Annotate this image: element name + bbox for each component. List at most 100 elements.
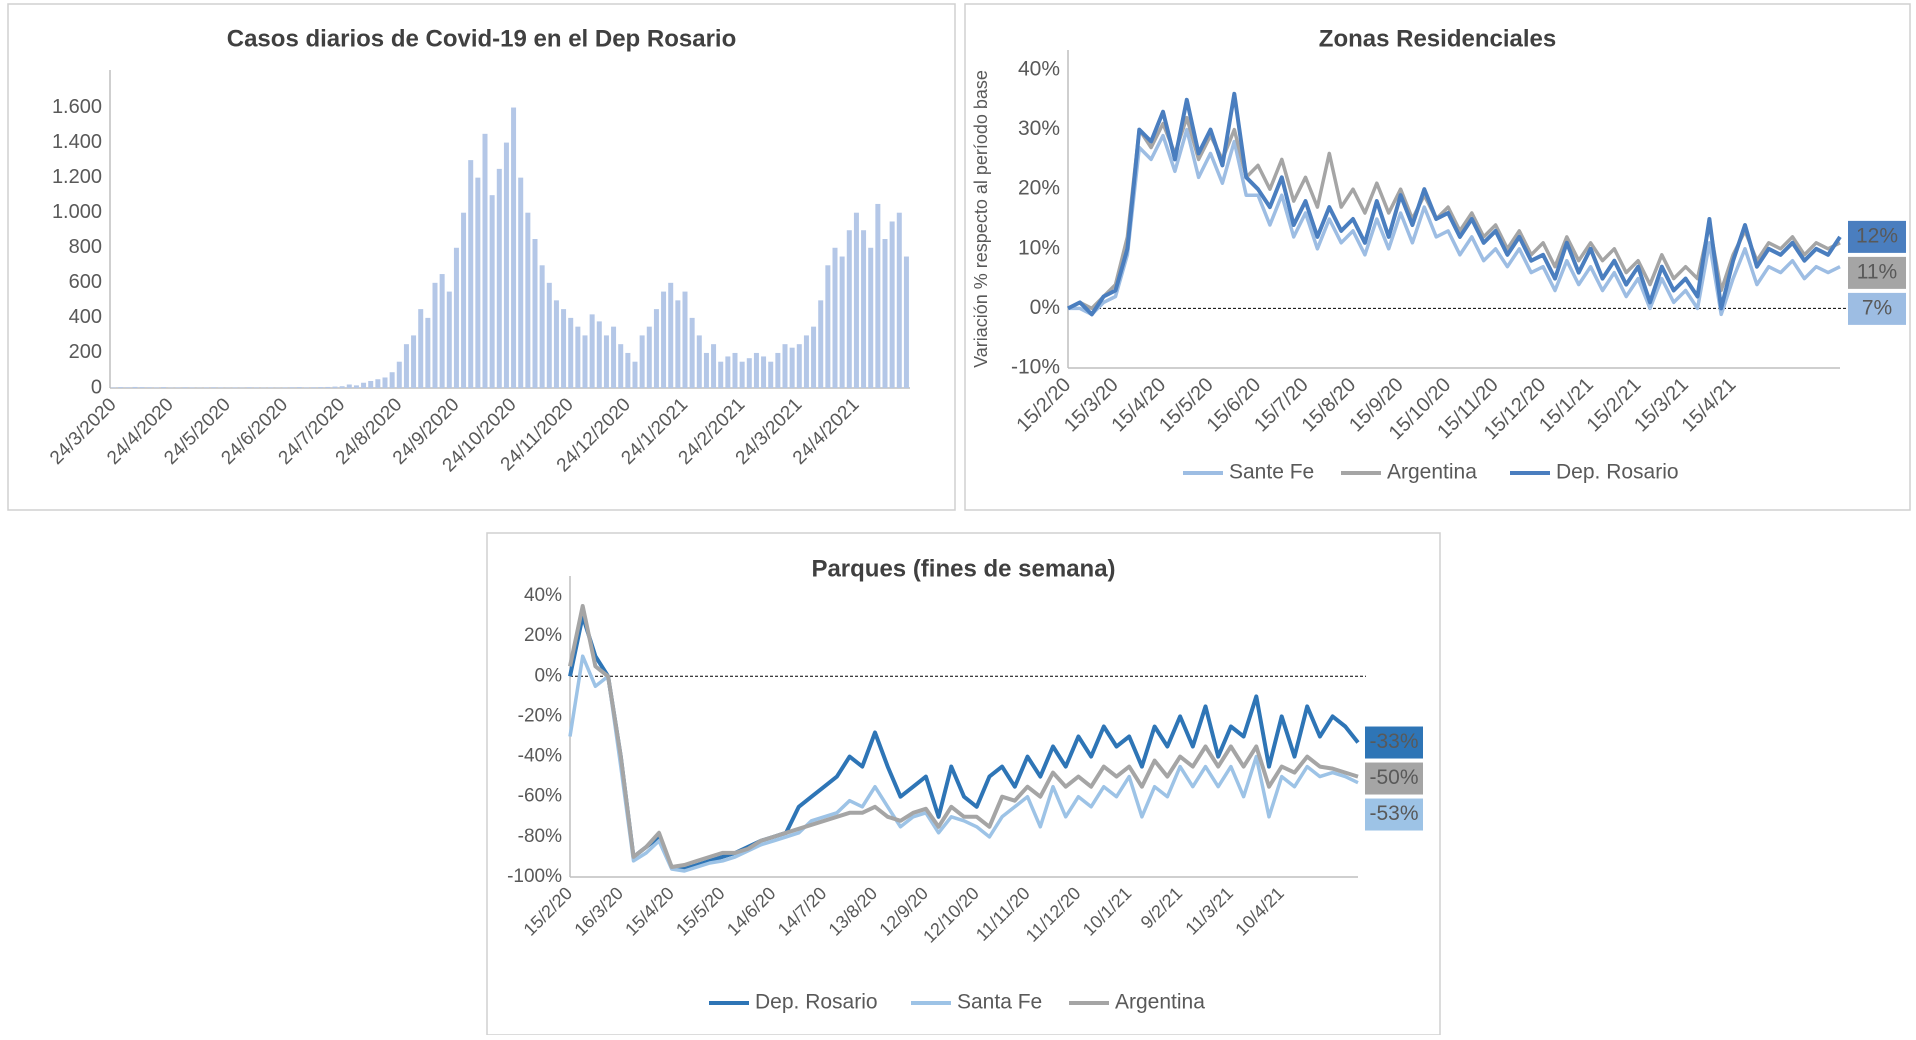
bar (218, 387, 223, 388)
bar (475, 178, 480, 388)
bar (433, 283, 438, 388)
end-label: 12% (1856, 224, 1898, 247)
bar (425, 318, 430, 388)
bar (490, 195, 495, 388)
bar (383, 377, 388, 388)
bar (140, 387, 145, 388)
y-tick-label: 600 (69, 271, 102, 293)
bar (783, 344, 788, 388)
legend-label: Santa Fe (957, 991, 1042, 1014)
bar (440, 274, 445, 388)
chart-title: Parques (fines de semana) (811, 555, 1115, 582)
bar (540, 265, 545, 388)
legend-label: Sante Fe (1229, 461, 1314, 484)
y-tick-label: 40% (524, 585, 562, 606)
bar (211, 387, 216, 388)
bar (883, 239, 888, 388)
bar (597, 321, 602, 388)
bar (861, 230, 866, 388)
bar (175, 387, 180, 388)
end-label: -50% (1369, 766, 1418, 789)
y-tick-label: 20% (524, 625, 562, 646)
y-tick-label: 30% (1018, 117, 1060, 140)
bar (625, 353, 630, 388)
bar (290, 387, 295, 388)
bar (747, 358, 752, 388)
y-tick-label: -80% (518, 826, 562, 847)
bar (511, 108, 516, 388)
bar (333, 387, 338, 388)
y-tick-label: -40% (518, 746, 562, 767)
bar (640, 335, 645, 388)
bar (590, 314, 595, 388)
y-tick-label: 10% (1018, 236, 1060, 259)
legend-label: Dep. Rosario (1556, 461, 1679, 484)
bar (525, 213, 530, 388)
y-tick-label: 0 (91, 376, 102, 398)
bar (154, 387, 159, 388)
end-label: 11% (1857, 260, 1897, 283)
bar (825, 265, 830, 388)
bar (147, 387, 152, 388)
bar (247, 387, 252, 388)
legend-label: Dep. Rosario (755, 991, 878, 1014)
y-tick-label: 1.600 (52, 96, 102, 118)
y-tick-label: 0% (535, 665, 563, 686)
bar (111, 387, 116, 388)
bar (190, 387, 195, 388)
bar (533, 239, 538, 388)
bar (304, 387, 309, 388)
bar (325, 387, 330, 388)
bar (875, 204, 880, 388)
y-tick-label: -100% (507, 866, 562, 887)
bar (775, 353, 780, 388)
y-tick-label: 200 (69, 341, 102, 363)
end-label: -33% (1369, 730, 1418, 753)
bar (283, 387, 288, 388)
y-tick-label: -10% (1011, 356, 1060, 379)
y-tick-label: 1.200 (52, 166, 102, 188)
bar (647, 327, 652, 388)
chart-title: Casos diarios de Covid-19 en el Dep Rosa… (227, 25, 736, 52)
bar (833, 248, 838, 388)
bar (561, 309, 566, 388)
bar (161, 387, 166, 388)
bar (340, 386, 345, 388)
bar (633, 362, 638, 388)
bar (418, 309, 423, 388)
bar (518, 178, 523, 388)
bar (454, 248, 459, 388)
bar (668, 283, 673, 388)
bar (461, 213, 466, 388)
bar (397, 362, 402, 388)
bar (254, 387, 259, 388)
bar (183, 387, 188, 388)
bar (575, 327, 580, 388)
bar (568, 318, 573, 388)
bar (375, 379, 380, 388)
bar (611, 327, 616, 388)
y-tick-label: 1.000 (52, 201, 102, 223)
y-tick-label: 400 (69, 306, 102, 328)
bar (411, 335, 416, 388)
bar (704, 353, 709, 388)
bar (654, 309, 659, 388)
bar (661, 292, 666, 388)
bar (361, 383, 366, 388)
bar (890, 221, 895, 388)
bar (268, 387, 273, 388)
bar (868, 248, 873, 388)
bar (347, 384, 352, 388)
bar (390, 372, 395, 388)
legend-label: Argentina (1115, 991, 1205, 1014)
bar (797, 344, 802, 388)
bar (354, 385, 359, 388)
bar (125, 387, 130, 388)
bar (583, 335, 588, 388)
bar (690, 318, 695, 388)
bar (818, 300, 823, 388)
bar (675, 300, 680, 388)
bar (404, 344, 409, 388)
